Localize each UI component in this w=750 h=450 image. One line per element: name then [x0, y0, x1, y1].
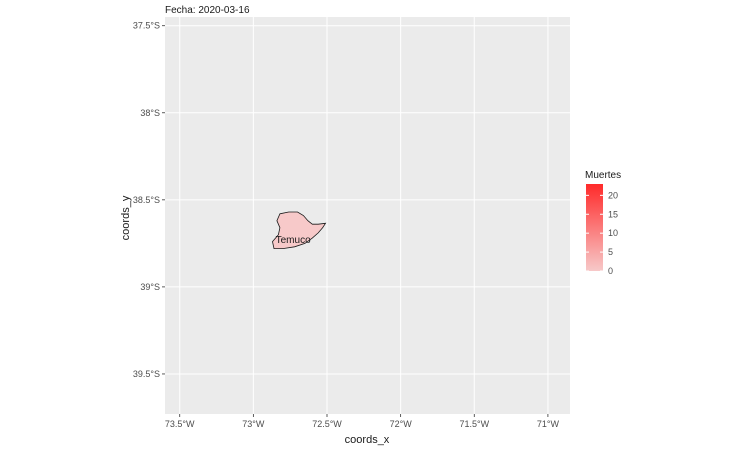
plot-panel: [165, 17, 570, 414]
legend-label: 5: [608, 247, 613, 257]
region-label: Temuco: [276, 235, 311, 246]
regions-layer: [272, 211, 327, 250]
legend-title: Muertes: [585, 170, 621, 181]
x-axis: 73.5°W 73°W 72.5°W 72°W 71.5°W 71°W: [165, 414, 560, 429]
legend-label: 20: [608, 190, 618, 200]
legend: Muertes 0 5 10 15 20: [585, 170, 621, 276]
legend-colorbar: [586, 184, 603, 271]
x-tick-label: 72°W: [390, 419, 413, 429]
y-tick-label: 39°S: [140, 282, 160, 292]
legend-label: 0: [608, 266, 613, 276]
legend-label: 15: [608, 209, 618, 219]
y-tick-label: 39.5°S: [133, 369, 160, 379]
x-tick-label: 72.5°W: [312, 419, 342, 429]
x-axis-title: coords_x: [345, 434, 390, 446]
x-tick-label: 71.5°W: [459, 419, 489, 429]
x-tick-label: 71°W: [537, 419, 560, 429]
y-tick-label: 38.5°S: [133, 195, 160, 205]
legend-ticks: 0 5 10 15 20: [586, 190, 618, 276]
chart-title: Fecha: 2020-03-16: [165, 5, 250, 16]
legend-label: 10: [608, 228, 618, 238]
y-axis-title: coords_y: [120, 195, 132, 240]
y-tick-label: 38°S: [140, 108, 160, 118]
x-tick-label: 73.5°W: [165, 419, 195, 429]
y-tick-label: 37.5°S: [133, 21, 160, 31]
region-temuco[interactable]: [272, 211, 327, 250]
x-tick-label: 73°W: [242, 419, 265, 429]
y-axis: 37.5°S 38°S 38.5°S 39°S 39.5°S: [133, 21, 165, 379]
region-labels-layer: Temuco: [276, 235, 311, 246]
grid-lines: [165, 17, 570, 414]
